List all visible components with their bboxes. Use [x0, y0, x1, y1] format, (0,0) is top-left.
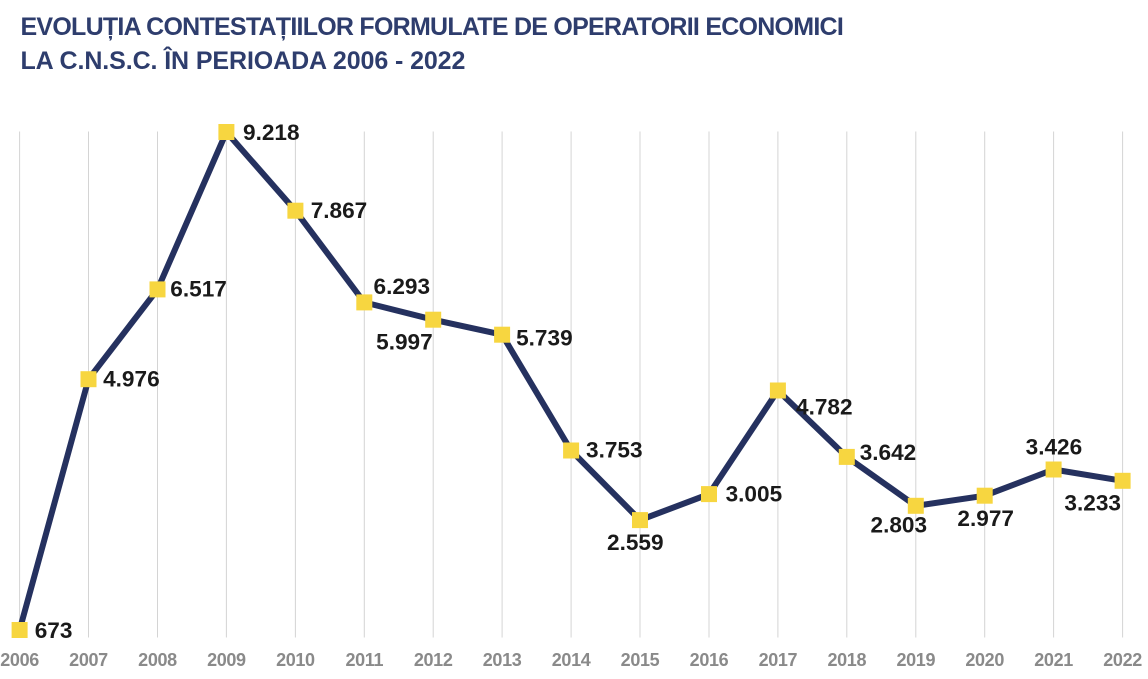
- svg-text:3.642: 3.642: [860, 440, 917, 465]
- svg-text:3.426: 3.426: [1026, 434, 1083, 459]
- svg-text:2.803: 2.803: [871, 513, 928, 538]
- svg-text:4.782: 4.782: [796, 394, 853, 419]
- svg-text:2013: 2013: [483, 650, 522, 670]
- svg-text:2010: 2010: [276, 650, 315, 670]
- svg-text:2019: 2019: [896, 650, 935, 670]
- svg-text:2017: 2017: [759, 650, 798, 670]
- svg-text:9.218: 9.218: [243, 120, 300, 145]
- svg-text:2015: 2015: [621, 650, 660, 670]
- svg-text:2022: 2022: [1103, 650, 1142, 670]
- svg-text:2020: 2020: [965, 650, 1004, 670]
- svg-text:6.293: 6.293: [374, 274, 431, 299]
- svg-text:6.517: 6.517: [170, 277, 227, 302]
- svg-text:2021: 2021: [1034, 650, 1073, 670]
- svg-text:2012: 2012: [414, 650, 453, 670]
- svg-text:4.976: 4.976: [103, 366, 160, 391]
- svg-text:2007: 2007: [69, 650, 108, 670]
- svg-text:2018: 2018: [827, 650, 866, 670]
- svg-text:3.233: 3.233: [1064, 490, 1121, 515]
- svg-text:3.753: 3.753: [586, 438, 643, 463]
- svg-text:2009: 2009: [207, 650, 246, 670]
- svg-text:2014: 2014: [552, 650, 591, 670]
- svg-text:2011: 2011: [345, 650, 383, 670]
- svg-text:5.997: 5.997: [376, 330, 433, 355]
- svg-text:673: 673: [35, 618, 73, 643]
- svg-text:5.739: 5.739: [516, 326, 573, 351]
- svg-text:7.867: 7.867: [311, 198, 368, 223]
- svg-text:2.977: 2.977: [957, 506, 1014, 531]
- svg-text:2.559: 2.559: [607, 530, 664, 555]
- svg-text:2006: 2006: [0, 650, 39, 670]
- svg-text:2008: 2008: [138, 650, 177, 670]
- svg-text:2016: 2016: [690, 650, 729, 670]
- svg-text:3.005: 3.005: [726, 482, 783, 507]
